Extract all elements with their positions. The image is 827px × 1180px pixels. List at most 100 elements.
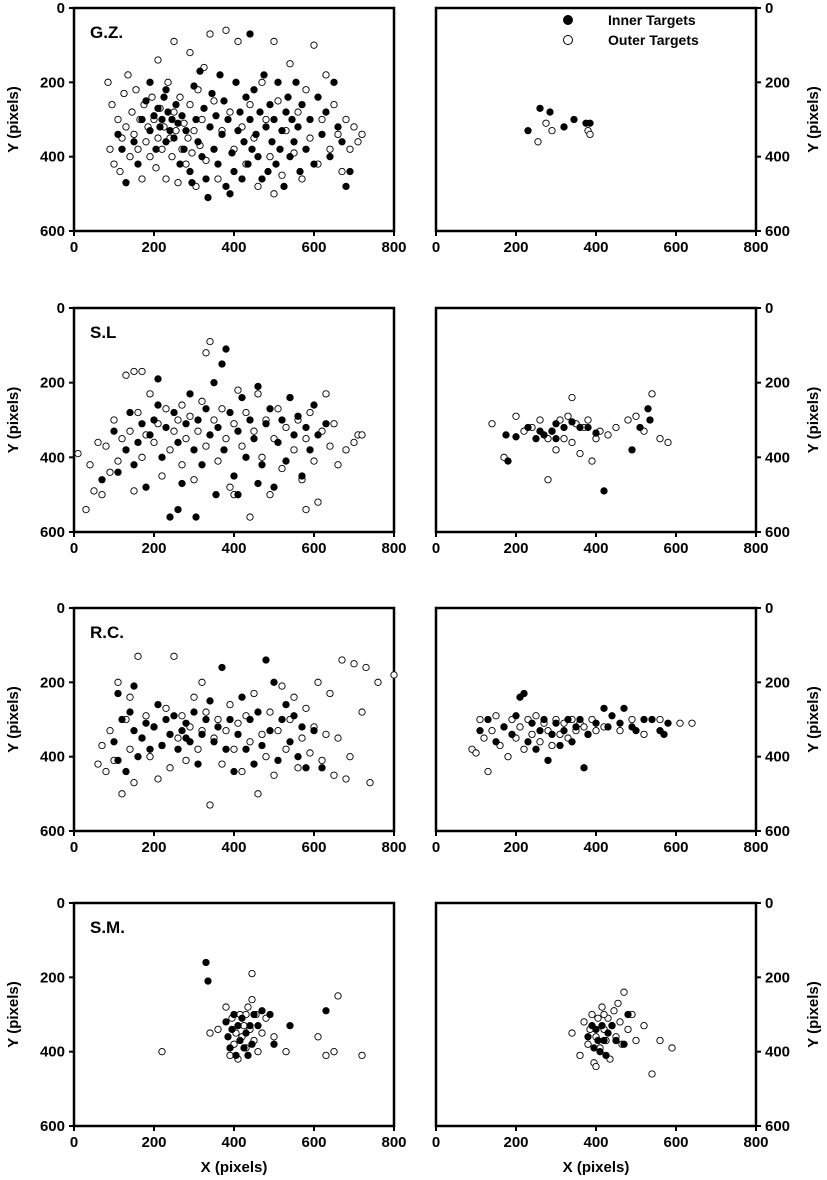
x-tick-label: 400 xyxy=(583,839,608,856)
inner-target-point xyxy=(560,123,568,131)
x-tick-label: 600 xyxy=(663,1134,688,1151)
inner-target-point xyxy=(584,1033,592,1041)
inner-target-point xyxy=(178,479,186,488)
inner-target-point xyxy=(218,130,226,139)
inner-target-point xyxy=(570,115,578,124)
inner-target-point xyxy=(260,71,268,79)
x-tick-label: 800 xyxy=(743,239,768,256)
inner-target-point xyxy=(604,1029,612,1037)
outer-target-point xyxy=(148,93,156,101)
inner-target-point xyxy=(246,1022,254,1030)
outer-target-point xyxy=(206,337,214,346)
inner-target-point xyxy=(568,738,576,746)
inner-target-point xyxy=(580,764,588,772)
inner-target-point xyxy=(244,160,252,168)
inner-target-point xyxy=(256,108,264,116)
inner-target-point xyxy=(504,457,512,465)
inner-target-point xyxy=(306,115,314,124)
outer-target-point xyxy=(278,171,286,179)
outer-target-point xyxy=(334,130,342,139)
inner-target-point xyxy=(160,93,168,101)
inner-target-point xyxy=(646,416,654,424)
inner-target-point xyxy=(536,427,544,435)
outer-target-point xyxy=(302,435,310,443)
outer-target-point xyxy=(588,1010,596,1019)
outer-target-point xyxy=(206,1029,214,1037)
inner-target-point xyxy=(234,126,242,135)
x-tick-label: 800 xyxy=(743,1134,768,1151)
x-tick-label: 400 xyxy=(583,540,608,557)
outer-target-point xyxy=(222,1003,230,1011)
inner-target-point xyxy=(270,678,278,686)
inner-target-point xyxy=(502,431,510,439)
inner-target-point xyxy=(616,719,624,727)
outer-target-point xyxy=(170,652,178,660)
inner-target-point xyxy=(114,689,122,698)
inner-target-point xyxy=(286,153,294,161)
outer-target-point xyxy=(270,1033,278,1041)
inner-target-point xyxy=(548,427,556,435)
inner-target-point xyxy=(232,78,240,86)
inner-target-point xyxy=(114,130,122,139)
outer-target-point xyxy=(612,423,620,432)
outer-target-point xyxy=(118,435,126,443)
outer-target-point xyxy=(528,730,536,739)
inner-target-point xyxy=(174,119,182,127)
outer-target-point xyxy=(226,108,234,116)
outer-target-point xyxy=(226,700,234,709)
outer-target-point xyxy=(214,715,222,724)
outer-target-point xyxy=(226,483,234,491)
x-tick-label: 800 xyxy=(743,540,768,557)
outer-target-point xyxy=(560,435,568,443)
inner-target-point xyxy=(246,115,254,124)
inner-target-point xyxy=(240,138,248,146)
outer-target-point xyxy=(190,693,198,701)
outer-target-point xyxy=(182,160,190,168)
outer-target-point xyxy=(338,167,346,176)
x-tick-label: 0 xyxy=(70,239,78,256)
plot-frame xyxy=(434,6,758,233)
outer-target-point xyxy=(176,93,184,101)
inner-target-point xyxy=(286,1022,294,1030)
outer-target-point xyxy=(246,513,254,521)
outer-target-point xyxy=(676,719,684,727)
outer-target-point xyxy=(620,988,628,996)
outer-target-point xyxy=(306,749,314,757)
outer-target-point xyxy=(584,1040,592,1048)
inner-target-point xyxy=(532,435,540,443)
outer-target-point xyxy=(552,446,560,454)
outer-target-point xyxy=(174,416,182,424)
outer-target-point xyxy=(198,397,206,405)
inner-target-point xyxy=(216,71,224,79)
outer-target-point xyxy=(222,26,230,34)
legend: Inner Targets Outer Targets xyxy=(563,12,699,48)
inner-target-point xyxy=(146,431,154,439)
outer-target-point xyxy=(480,734,488,742)
y-tick-label: 600 xyxy=(765,524,790,541)
inner-target-point xyxy=(118,145,126,153)
y-tick-label: 0 xyxy=(765,600,773,617)
outer-target-point xyxy=(114,678,122,686)
inner-target-point xyxy=(224,115,232,124)
inner-target-point xyxy=(236,108,244,116)
outer-target-point xyxy=(102,767,110,776)
inner-target-point xyxy=(298,723,306,731)
inner-target-point xyxy=(162,423,170,432)
inner-target-point xyxy=(166,730,174,739)
x-tick-label: 0 xyxy=(432,239,440,256)
outer-target-point xyxy=(516,723,524,731)
inner-target-point xyxy=(242,453,250,461)
inner-target-point xyxy=(288,115,296,124)
inner-target-point xyxy=(258,1007,266,1015)
outer-target-point xyxy=(290,693,298,701)
inner-target-point xyxy=(302,764,310,772)
inner-target-point xyxy=(314,93,322,101)
inner-target-point xyxy=(246,715,254,724)
outer-target-point xyxy=(128,108,136,116)
plot-frame xyxy=(72,306,396,534)
inner-target-point xyxy=(624,1010,632,1019)
outer-target-point xyxy=(640,730,648,739)
x-tick-label: 400 xyxy=(583,239,608,256)
outer-target-point xyxy=(322,71,330,79)
y-tick-label: 200 xyxy=(765,969,790,986)
